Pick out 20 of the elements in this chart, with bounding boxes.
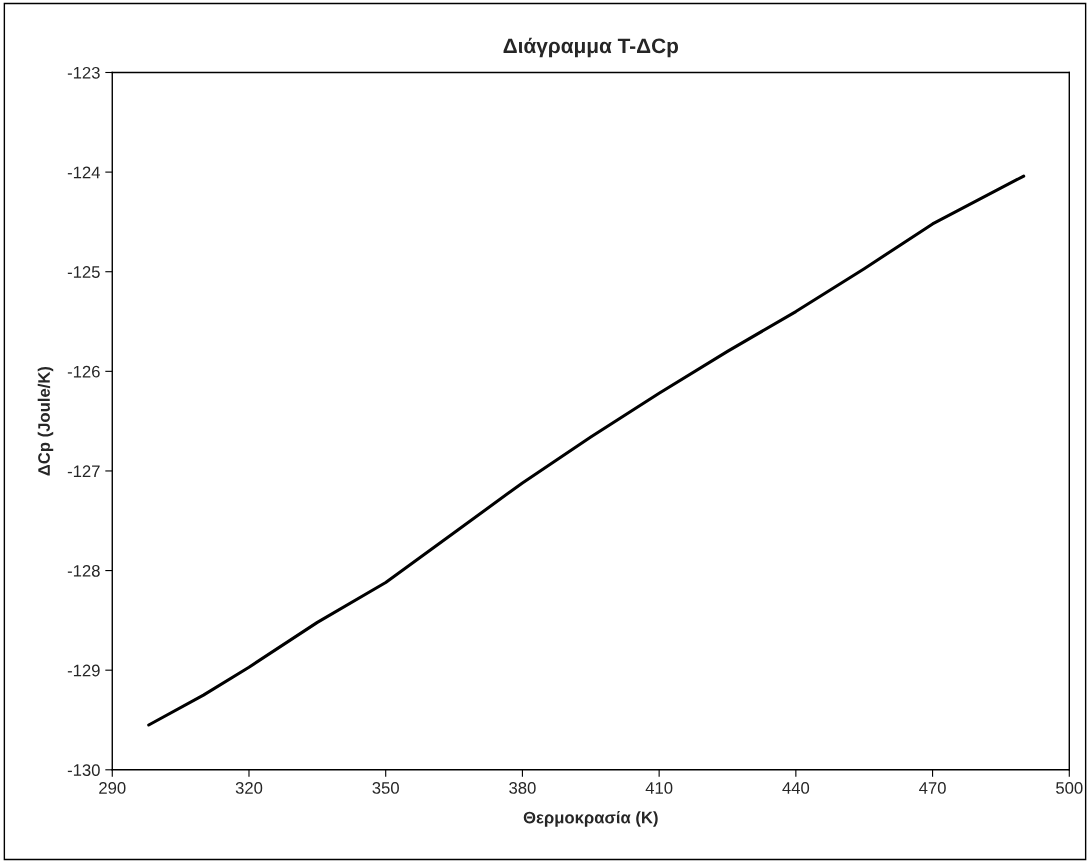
x-axis-title: Θερμοκρασία (K) xyxy=(523,811,658,827)
chart-title: Διάγραμμα T-ΔCp xyxy=(503,37,679,58)
x-tick-label: 350 xyxy=(372,782,399,794)
x-tick-label: 500 xyxy=(1056,782,1083,794)
y-tick-label: -126 xyxy=(67,365,100,378)
x-tick-label: 470 xyxy=(919,782,946,794)
y-tick-label: -123 xyxy=(67,66,100,79)
y-tick-label: -125 xyxy=(67,266,100,278)
y-tick-label: -130 xyxy=(67,764,100,776)
x-tick-label: 380 xyxy=(509,782,536,794)
y-tick-label: -128 xyxy=(67,564,100,577)
y-tick-label: -124 xyxy=(67,166,100,179)
y-tick-label: -129 xyxy=(67,664,100,677)
x-tick-label: 440 xyxy=(782,782,810,794)
y-axis-title: ΔCp (Joule/K) xyxy=(37,366,54,476)
x-tick-label: 290 xyxy=(99,782,126,794)
x-tick-label: 410 xyxy=(645,782,673,794)
y-tick-label: -127 xyxy=(67,465,100,477)
line-series xyxy=(147,174,1026,727)
x-tick-label: 320 xyxy=(235,782,263,794)
